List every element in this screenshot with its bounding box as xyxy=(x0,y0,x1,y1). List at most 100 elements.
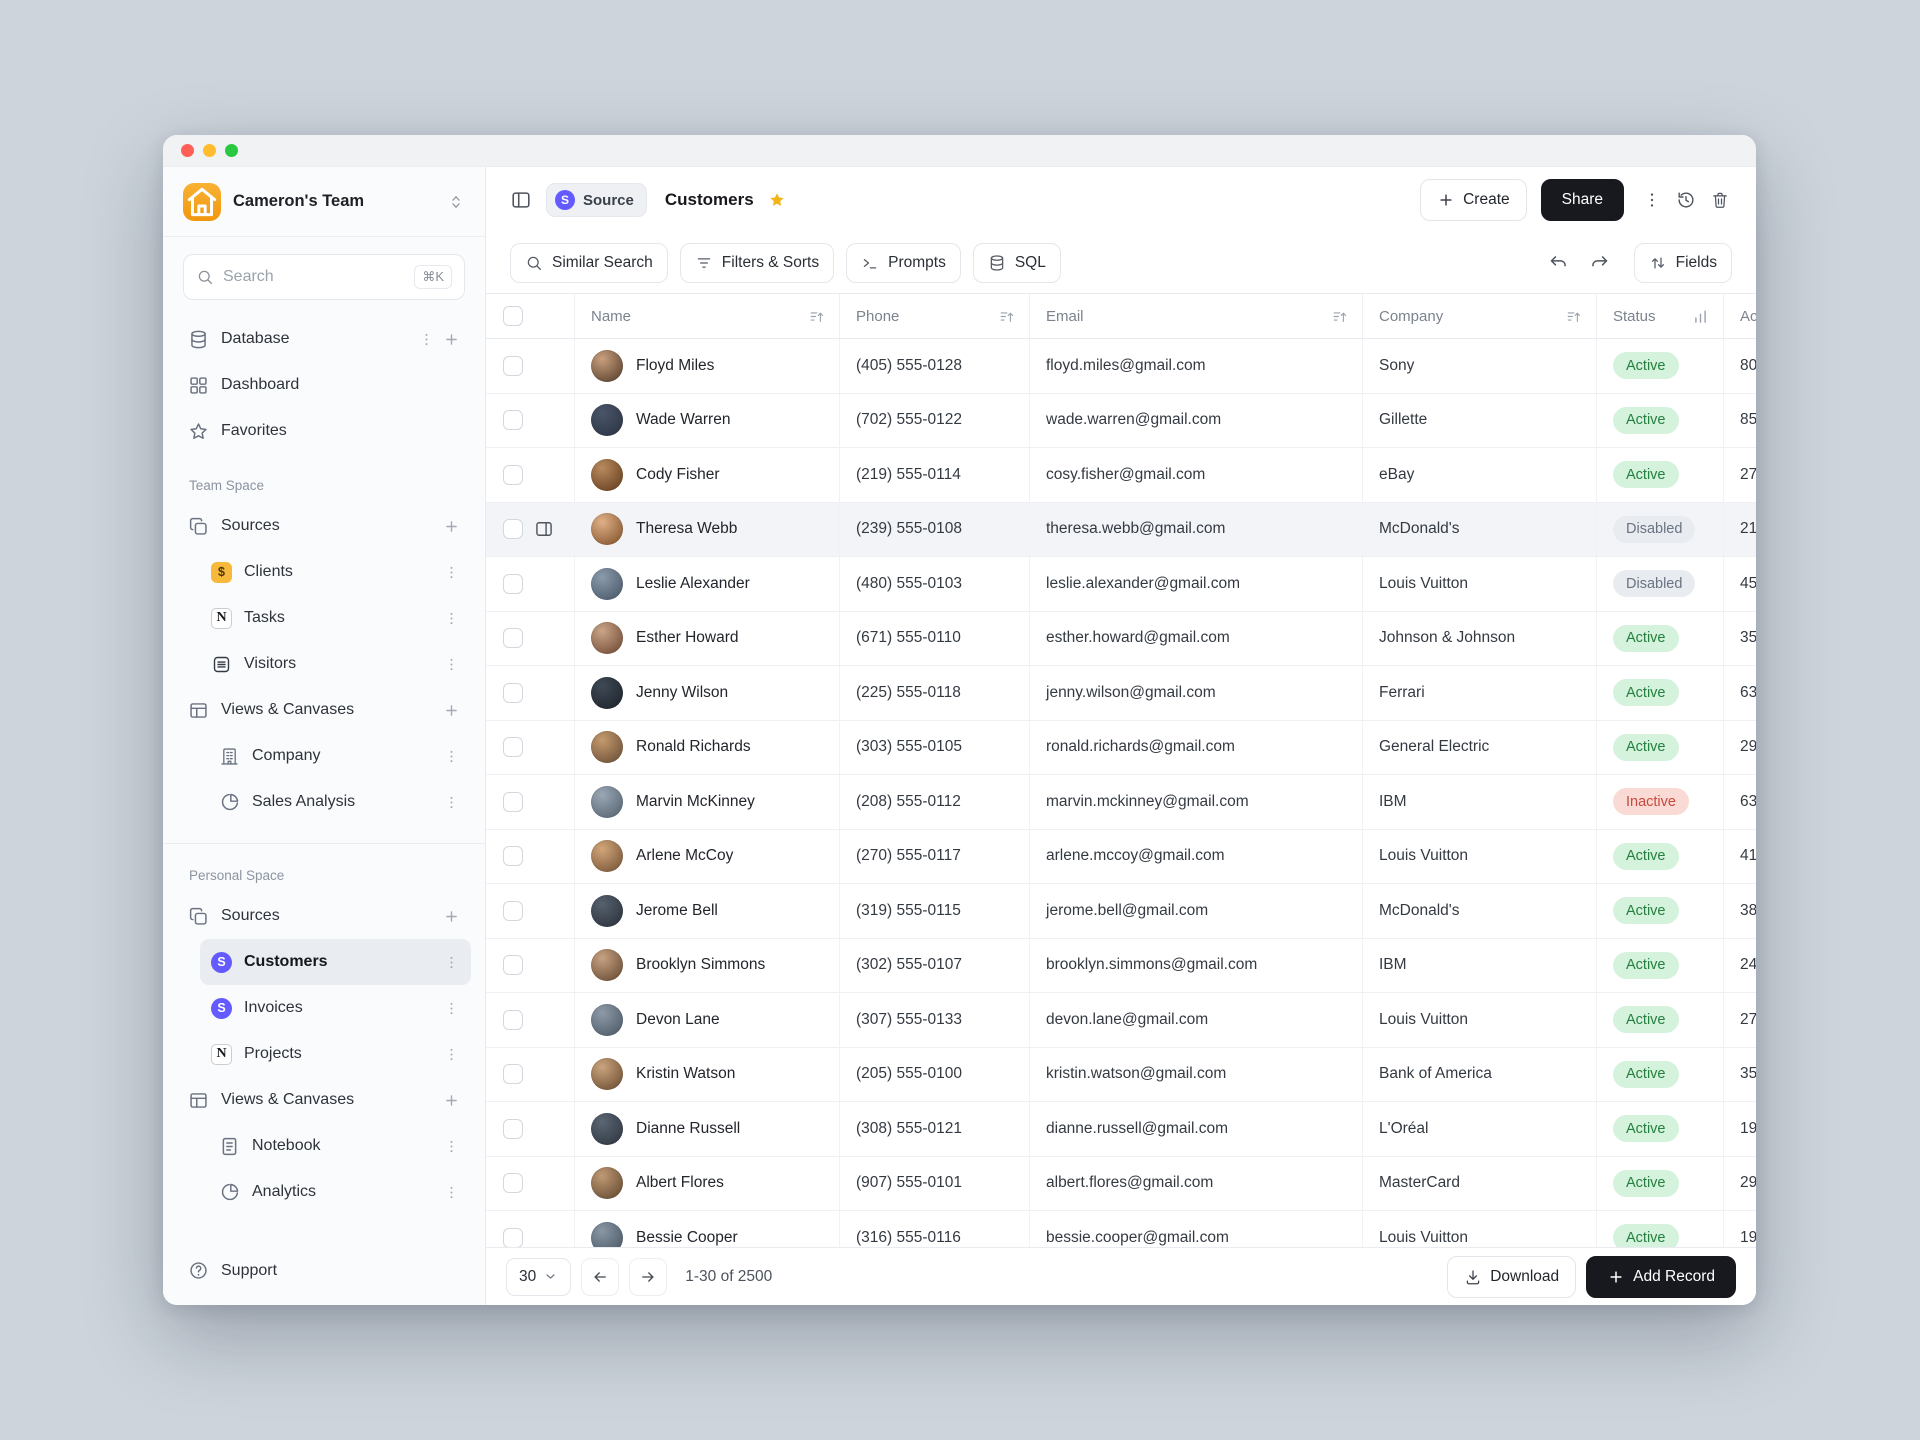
column-header-status[interactable]: Status xyxy=(1596,294,1723,338)
row-checkbox[interactable] xyxy=(503,791,523,812)
download-button[interactable]: Download xyxy=(1447,1255,1577,1298)
table-row[interactable]: Floyd Miles (405) 555-0128 floyd.miles@gma… xyxy=(486,339,1756,394)
sort-ascending-icon[interactable] xyxy=(1565,308,1582,325)
search-box[interactable]: ⌘K xyxy=(183,254,465,300)
sidebar-item-sales-analysis[interactable]: Sales Analysis xyxy=(208,779,471,825)
plus-icon[interactable] xyxy=(443,518,460,535)
table-row[interactable]: Cody Fisher (219) 555-0114 cosy.fisher@gma… xyxy=(486,448,1756,503)
table-row[interactable]: Leslie Alexander (480) 555-0103 leslie.ale… xyxy=(486,557,1756,612)
table-row[interactable]: Ronald Richards (303) 555-0105 ronald.rich… xyxy=(486,720,1756,775)
table-row[interactable]: Esther Howard (671) 555-0110 esther.howard… xyxy=(486,611,1756,666)
kebab-icon[interactable] xyxy=(443,1046,460,1063)
toolbar-button-filters-sorts[interactable]: Filters & Sorts xyxy=(679,243,835,283)
sidebar-item-sources[interactable]: Sources xyxy=(177,503,471,549)
table-row[interactable]: Kristin Watson (205) 555-0100 kristin.wats… xyxy=(486,1047,1756,1102)
toolbar-button-prompts[interactable]: Prompts xyxy=(846,243,961,283)
kebab-icon[interactable] xyxy=(443,610,460,627)
sidebar-item-dashboard[interactable]: Dashboard xyxy=(177,362,471,408)
share-button[interactable]: Share xyxy=(1540,179,1624,221)
expand-record-icon[interactable] xyxy=(534,519,554,539)
search-input[interactable] xyxy=(223,268,406,286)
sidebar-item-invoices[interactable]: S Invoices xyxy=(200,985,471,1031)
table-row[interactable]: Jenny Wilson (225) 555-0118 jenny.wilson@g… xyxy=(486,666,1756,721)
sidebar-item-clients[interactable]: $ Clients xyxy=(200,549,471,595)
zoom-window-button[interactable] xyxy=(225,144,238,157)
table-row[interactable]: Dianne Russell (308) 555-0121 dianne.russe… xyxy=(486,1102,1756,1157)
row-checkbox[interactable] xyxy=(503,900,523,921)
sidebar-item-support[interactable]: Support xyxy=(163,1244,485,1305)
undo-button[interactable] xyxy=(1548,253,1569,274)
row-checkbox[interactable] xyxy=(503,573,523,594)
kebab-icon[interactable] xyxy=(443,748,460,765)
sidebar-item-sources[interactable]: Sources xyxy=(177,893,471,939)
table-row[interactable]: Bessie Cooper (316) 555-0116 bessie.cooper… xyxy=(486,1211,1756,1247)
column-header-ac[interactable]: Ac xyxy=(1723,294,1756,338)
fields-button[interactable]: Fields xyxy=(1633,243,1732,283)
select-all-checkbox[interactable] xyxy=(503,306,523,326)
table-row[interactable]: Marvin McKinney (208) 555-0112 marvin.mcki… xyxy=(486,775,1756,830)
delete-button[interactable] xyxy=(1710,190,1730,210)
kebab-icon[interactable] xyxy=(443,794,460,811)
kebab-icon[interactable] xyxy=(443,954,460,971)
kebab-icon[interactable] xyxy=(443,656,460,673)
table-row[interactable]: Brooklyn Simmons (302) 555-0107 brooklyn.s… xyxy=(486,938,1756,993)
toolbar-button-sql[interactable]: SQL xyxy=(972,243,1061,283)
column-header-email[interactable]: Email xyxy=(1029,294,1362,338)
sidebar-item-views-canvases[interactable]: Views & Canvases xyxy=(177,687,471,733)
row-checkbox[interactable] xyxy=(503,410,523,431)
favorite-star-icon[interactable] xyxy=(768,191,786,209)
kebab-icon[interactable] xyxy=(443,1184,460,1201)
plus-icon[interactable] xyxy=(443,702,460,719)
toolbar-button-similar-search[interactable]: Similar Search xyxy=(510,243,668,283)
sort-ascending-icon[interactable] xyxy=(808,308,825,325)
sidebar-item-company[interactable]: Company xyxy=(208,733,471,779)
minimize-window-button[interactable] xyxy=(203,144,216,157)
sidebar-item-customers[interactable]: S Customers xyxy=(200,939,471,985)
sidebar-item-analytics[interactable]: Analytics xyxy=(208,1169,471,1215)
row-checkbox[interactable] xyxy=(503,1227,523,1247)
more-options-button[interactable] xyxy=(1642,190,1662,210)
sidebar-item-notebook[interactable]: Notebook xyxy=(208,1123,471,1169)
row-checkbox[interactable] xyxy=(503,1173,523,1194)
next-page-button[interactable] xyxy=(629,1257,668,1296)
sidebar-item-favorites[interactable]: Favorites xyxy=(177,408,471,454)
close-window-button[interactable] xyxy=(181,144,194,157)
create-button[interactable]: Create xyxy=(1420,179,1527,221)
column-header-name[interactable]: Name xyxy=(574,294,839,338)
sidebar-toggle-button[interactable] xyxy=(510,189,532,211)
page-size-select[interactable]: 30 xyxy=(506,1257,572,1296)
row-checkbox[interactable] xyxy=(503,737,523,758)
team-switcher[interactable]: Cameron's Team xyxy=(163,167,485,237)
row-checkbox[interactable] xyxy=(503,464,523,485)
redo-button[interactable] xyxy=(1589,253,1610,274)
plus-icon[interactable] xyxy=(443,908,460,925)
sidebar-item-projects[interactable]: N Projects xyxy=(200,1031,471,1077)
sidebar-item-views-canvases[interactable]: Views & Canvases xyxy=(177,1077,471,1123)
sort-ascending-icon[interactable] xyxy=(1331,308,1348,325)
table-row[interactable]: Jerome Bell (319) 555-0115 jerome.bell@gma… xyxy=(486,884,1756,939)
sidebar-item-visitors[interactable]: Visitors xyxy=(200,641,471,687)
table-row[interactable]: Theresa Webb (239) 555-0108 theresa.webb@g… xyxy=(486,502,1756,557)
table-row[interactable]: Arlene McCoy (270) 555-0117 arlene.mccoy@g… xyxy=(486,829,1756,884)
table-row[interactable]: Wade Warren (702) 555-0122 wade.warren@gma… xyxy=(486,393,1756,448)
table-row[interactable]: Albert Flores (907) 555-0101 albert.flores… xyxy=(486,1156,1756,1211)
kebab-icon[interactable] xyxy=(443,564,460,581)
row-checkbox[interactable] xyxy=(503,955,523,976)
row-checkbox[interactable] xyxy=(503,519,523,540)
column-header-company[interactable]: Company xyxy=(1362,294,1596,338)
row-checkbox[interactable] xyxy=(503,682,523,703)
kebab-icon[interactable] xyxy=(443,1000,460,1017)
source-badge[interactable]: S Source xyxy=(546,183,647,217)
history-button[interactable] xyxy=(1676,190,1696,210)
plus-icon[interactable] xyxy=(443,331,460,348)
row-checkbox[interactable] xyxy=(503,846,523,867)
bar-chart-icon[interactable] xyxy=(1692,308,1709,325)
row-checkbox[interactable] xyxy=(503,355,523,376)
sort-ascending-icon[interactable] xyxy=(998,308,1015,325)
column-header-phone[interactable]: Phone xyxy=(839,294,1029,338)
sidebar-item-database[interactable]: Database xyxy=(177,316,471,362)
row-checkbox[interactable] xyxy=(503,628,523,649)
row-checkbox[interactable] xyxy=(503,1009,523,1030)
sidebar-item-tasks[interactable]: N Tasks xyxy=(200,595,471,641)
add-record-button[interactable]: Add Record xyxy=(1586,1255,1736,1298)
